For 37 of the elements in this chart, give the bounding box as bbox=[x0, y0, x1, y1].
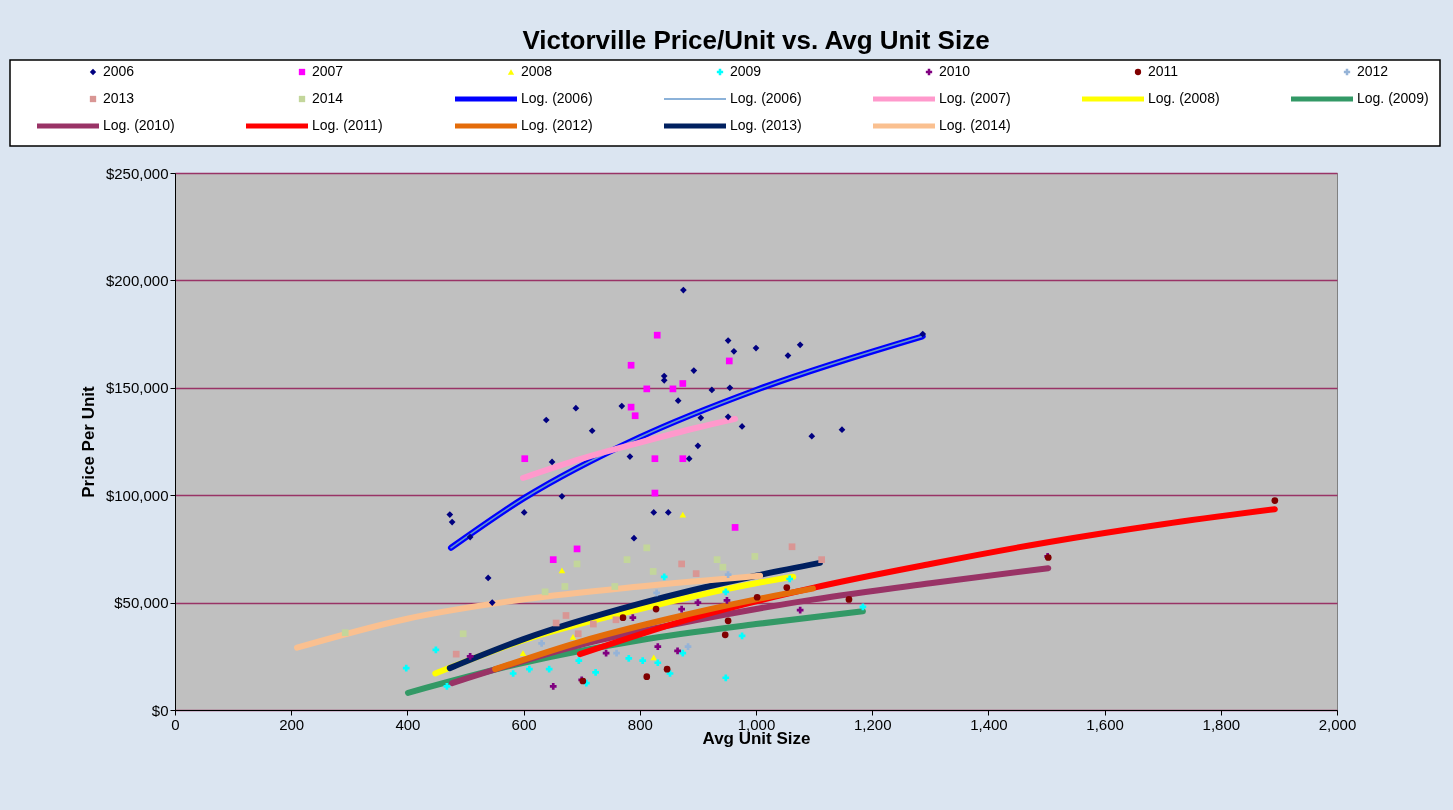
y-tick-label: $200,000 bbox=[105, 271, 169, 289]
x-tick-label: 600 bbox=[511, 715, 537, 733]
x-tick-label: 1,800 bbox=[1202, 715, 1241, 733]
y-tick-label: $50,000 bbox=[114, 594, 169, 612]
x-tick-label: 1,400 bbox=[970, 715, 1008, 733]
x-tick-label: 2,000 bbox=[1318, 715, 1357, 733]
legend-label: 2011 bbox=[1148, 63, 1179, 79]
legend-label: 2009 bbox=[730, 63, 762, 79]
x-tick-label: 1,200 bbox=[853, 715, 892, 733]
legend-label: Log. (2010) bbox=[103, 117, 175, 133]
legend-label: Log. (2008) bbox=[1148, 90, 1220, 106]
x-tick-label: 400 bbox=[395, 715, 421, 733]
legend-label: Log. (2007) bbox=[939, 90, 1011, 106]
legend-label: 2014 bbox=[312, 90, 344, 106]
legend-label: Log. (2012) bbox=[521, 117, 593, 133]
y-axis-title: Price Per Unit bbox=[78, 385, 98, 498]
legend-label: Log. (2006) bbox=[521, 90, 593, 106]
legend-label: 2010 bbox=[939, 63, 971, 79]
x-tick-label: 200 bbox=[279, 715, 305, 733]
legend-label: Log. (2013) bbox=[730, 117, 802, 133]
legend-label: 2007 bbox=[312, 63, 344, 79]
y-tick-label: $250,000 bbox=[105, 164, 169, 182]
legend-label: Log. (2014) bbox=[939, 117, 1011, 133]
legend-label: Log. (2009) bbox=[1357, 90, 1429, 106]
x-tick-label: 800 bbox=[627, 715, 653, 733]
legend-label: 2013 bbox=[103, 90, 135, 106]
legend-label: 2006 bbox=[103, 63, 135, 79]
legend-label: 2008 bbox=[521, 63, 553, 79]
legend-label: 2012 bbox=[1357, 63, 1389, 79]
y-tick-label: $150,000 bbox=[105, 379, 169, 397]
legend-label: Log. (2011) bbox=[312, 117, 383, 133]
chart-title: Victorville Price/Unit vs. Avg Unit Size bbox=[522, 25, 990, 56]
y-tick-label: $100,000 bbox=[105, 486, 169, 504]
y-tick-label: $0 bbox=[151, 701, 169, 719]
x-tick-label: 0 bbox=[171, 715, 180, 733]
x-tick-label: 1,600 bbox=[1086, 715, 1124, 733]
legend-label: Log. (2006) bbox=[730, 90, 802, 106]
